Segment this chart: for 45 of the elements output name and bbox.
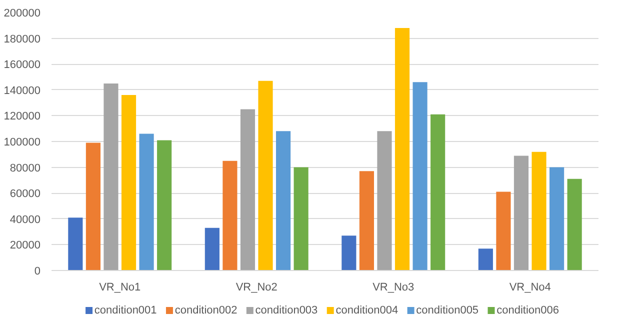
legend-label: condition004: [336, 304, 398, 316]
bar: [86, 142, 100, 270]
x-tick-label: VR_No3: [372, 282, 414, 294]
y-tick-label: 100000: [4, 136, 41, 148]
bar: [240, 109, 256, 270]
bar: [342, 236, 356, 270]
y-tick-label: 120000: [4, 110, 41, 123]
bar: [276, 131, 291, 270]
bar: [68, 218, 83, 270]
bar: [532, 152, 546, 270]
bar: [157, 140, 172, 270]
legend-label: condition001: [94, 304, 157, 316]
bar: [377, 131, 392, 270]
legend-label: condition005: [416, 304, 479, 316]
y-tick-label: 140000: [4, 84, 41, 97]
bar: [430, 114, 446, 270]
bar: [359, 171, 374, 270]
x-tick-label: VR_No1: [99, 282, 141, 294]
y-tick-label: 80000: [10, 162, 41, 174]
x-tick-label: VR_No2: [236, 282, 278, 294]
y-tick-label: 60000: [10, 188, 41, 200]
bar: [139, 134, 154, 270]
bar: [394, 28, 410, 270]
bar: [204, 228, 220, 270]
y-tick-label: 20000: [10, 240, 41, 252]
legend-label: condition002: [174, 304, 238, 316]
bar: [550, 167, 564, 270]
y-tick-label: 160000: [4, 59, 41, 72]
bar: [222, 160, 238, 270]
legend-label: condition003: [255, 304, 318, 316]
bar: [567, 178, 582, 270]
y-tick-label: 0: [34, 266, 41, 278]
bar: [294, 167, 308, 270]
legend-label: condition006: [496, 304, 559, 316]
bar: [121, 95, 136, 270]
y-tick-label: 200000: [4, 8, 41, 20]
y-tick-label: 180000: [4, 33, 41, 46]
bar: [104, 83, 118, 270]
x-tick-label: VR_No4: [509, 282, 551, 294]
bar: [514, 156, 529, 270]
bar: [258, 80, 273, 270]
bar: [412, 82, 428, 270]
y-tick-label: 40000: [10, 214, 41, 226]
bar: [478, 248, 493, 270]
bar: [496, 192, 511, 270]
